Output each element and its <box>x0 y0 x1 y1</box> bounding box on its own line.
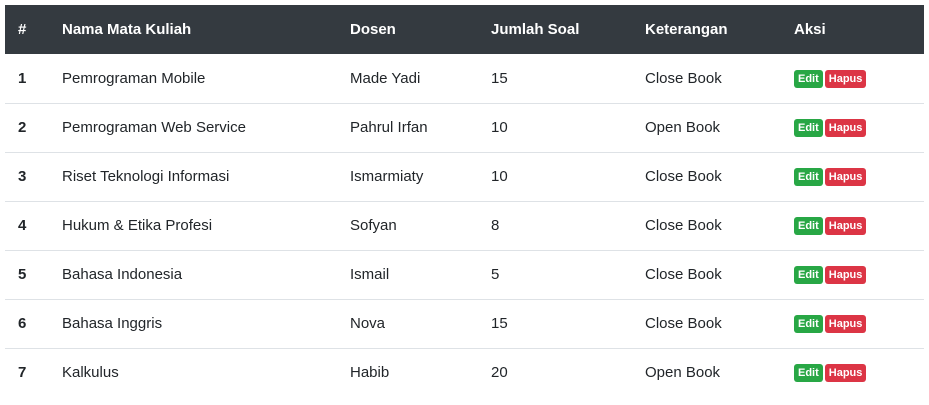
aksi-cell: Edit Hapus <box>781 299 924 348</box>
dosen-cell: Nova <box>350 315 386 332</box>
header-dosen: Dosen <box>350 21 396 38</box>
jumlah-soal-cell: 10 <box>491 119 508 136</box>
jumlah-soal-cell: 20 <box>491 364 508 382</box>
header-jumlah-soal: Jumlah Soal <box>491 21 580 38</box>
keterangan-cell: Close Book <box>645 168 722 185</box>
hapus-button[interactable]: Hapus <box>824 364 867 383</box>
table-row: 5 Bahasa Indonesia Ismail 5 Close Book E… <box>5 250 924 299</box>
nama-mata-kuliah-cell: Pemrograman Mobile <box>62 69 206 87</box>
hapus-button[interactable]: Hapus <box>824 69 867 88</box>
header-aksi: Aksi <box>794 21 826 38</box>
edit-button[interactable]: Edit <box>794 315 823 333</box>
row-number: 2 <box>18 119 27 136</box>
nama-mata-kuliah-cell: Riset Teknologi Informasi <box>62 168 230 185</box>
aksi-cell: Edit Hapus <box>781 250 924 299</box>
header-keterangan: Keterangan <box>645 21 728 38</box>
dosen-cell: Made Yadi <box>350 69 421 87</box>
dosen-cell: Sofyan <box>350 217 397 234</box>
nama-mata-kuliah-cell: Kalkulus <box>62 364 119 382</box>
table-row: 4 Hukum & Etika Profesi Sofyan 8 Close B… <box>5 201 924 250</box>
keterangan-cell: Open Book <box>645 364 721 382</box>
edit-button[interactable]: Edit <box>794 364 823 383</box>
row-number: 7 <box>18 364 27 382</box>
jumlah-soal-cell: 15 <box>491 315 508 332</box>
edit-button[interactable]: Edit <box>794 69 823 88</box>
keterangan-cell: Close Book <box>645 315 722 332</box>
hapus-button[interactable]: Hapus <box>824 217 867 235</box>
header-nama-mata-kuliah: Nama Mata Kuliah <box>62 21 192 38</box>
hapus-button[interactable]: Hapus <box>824 315 867 333</box>
jumlah-soal-cell: 8 <box>491 217 500 234</box>
aksi-cell: Edit Hapus <box>781 348 924 397</box>
table-row: 3 Riset Teknologi Informasi Ismarmiaty 1… <box>5 152 924 201</box>
edit-button[interactable]: Edit <box>794 217 823 235</box>
aksi-cell: Edit Hapus <box>781 152 924 201</box>
table-row: 7 Kalkulus Habib 20 Open Book Edit Hapus <box>5 348 924 397</box>
jumlah-soal-cell: 15 <box>491 69 508 87</box>
mata-kuliah-table-container: # Nama Mata Kuliah Dosen Jumlah Soal Ket… <box>5 5 924 397</box>
keterangan-cell: Open Book <box>645 119 721 136</box>
dosen-cell: Habib <box>350 364 390 382</box>
row-number: 5 <box>18 266 27 283</box>
edit-button[interactable]: Edit <box>794 168 823 186</box>
aksi-cell: Edit Hapus <box>781 103 924 152</box>
table-row: 2 Pemrograman Web Service Pahrul Irfan 1… <box>5 103 924 152</box>
row-number: 6 <box>18 315 27 332</box>
keterangan-cell: Close Book <box>645 217 722 234</box>
table-row: 1 Pemrograman Mobile Made Yadi 15 Close … <box>5 54 924 103</box>
nama-mata-kuliah-cell: Pemrograman Web Service <box>62 119 246 136</box>
edit-button[interactable]: Edit <box>794 266 823 284</box>
jumlah-soal-cell: 10 <box>491 168 508 185</box>
jumlah-soal-cell: 5 <box>491 266 500 283</box>
row-number: 3 <box>18 168 27 185</box>
dosen-cell: Ismarmiaty <box>350 168 424 185</box>
keterangan-cell: Close Book <box>645 266 722 283</box>
aksi-cell: Edit Hapus <box>781 201 924 250</box>
nama-mata-kuliah-cell: Bahasa Indonesia <box>62 266 183 283</box>
edit-button[interactable]: Edit <box>794 119 823 137</box>
keterangan-cell: Close Book <box>645 69 722 87</box>
table-header-row: # Nama Mata Kuliah Dosen Jumlah Soal Ket… <box>5 5 924 54</box>
table-body: 1 Pemrograman Mobile Made Yadi 15 Close … <box>5 54 924 397</box>
table-row: 6 Bahasa Inggris Nova 15 Close Book Edit… <box>5 299 924 348</box>
header-number: # <box>18 21 27 38</box>
row-number: 1 <box>18 69 27 87</box>
mata-kuliah-table: # Nama Mata Kuliah Dosen Jumlah Soal Ket… <box>5 5 924 397</box>
hapus-button[interactable]: Hapus <box>824 266 867 284</box>
row-number: 4 <box>18 217 27 234</box>
nama-mata-kuliah-cell: Hukum & Etika Profesi <box>62 217 213 234</box>
table-header: # Nama Mata Kuliah Dosen Jumlah Soal Ket… <box>5 5 924 54</box>
dosen-cell: Pahrul Irfan <box>350 119 428 136</box>
hapus-button[interactable]: Hapus <box>824 119 867 137</box>
aksi-cell: Edit Hapus <box>781 54 924 103</box>
nama-mata-kuliah-cell: Bahasa Inggris <box>62 315 163 332</box>
dosen-cell: Ismail <box>350 266 390 283</box>
hapus-button[interactable]: Hapus <box>824 168 867 186</box>
